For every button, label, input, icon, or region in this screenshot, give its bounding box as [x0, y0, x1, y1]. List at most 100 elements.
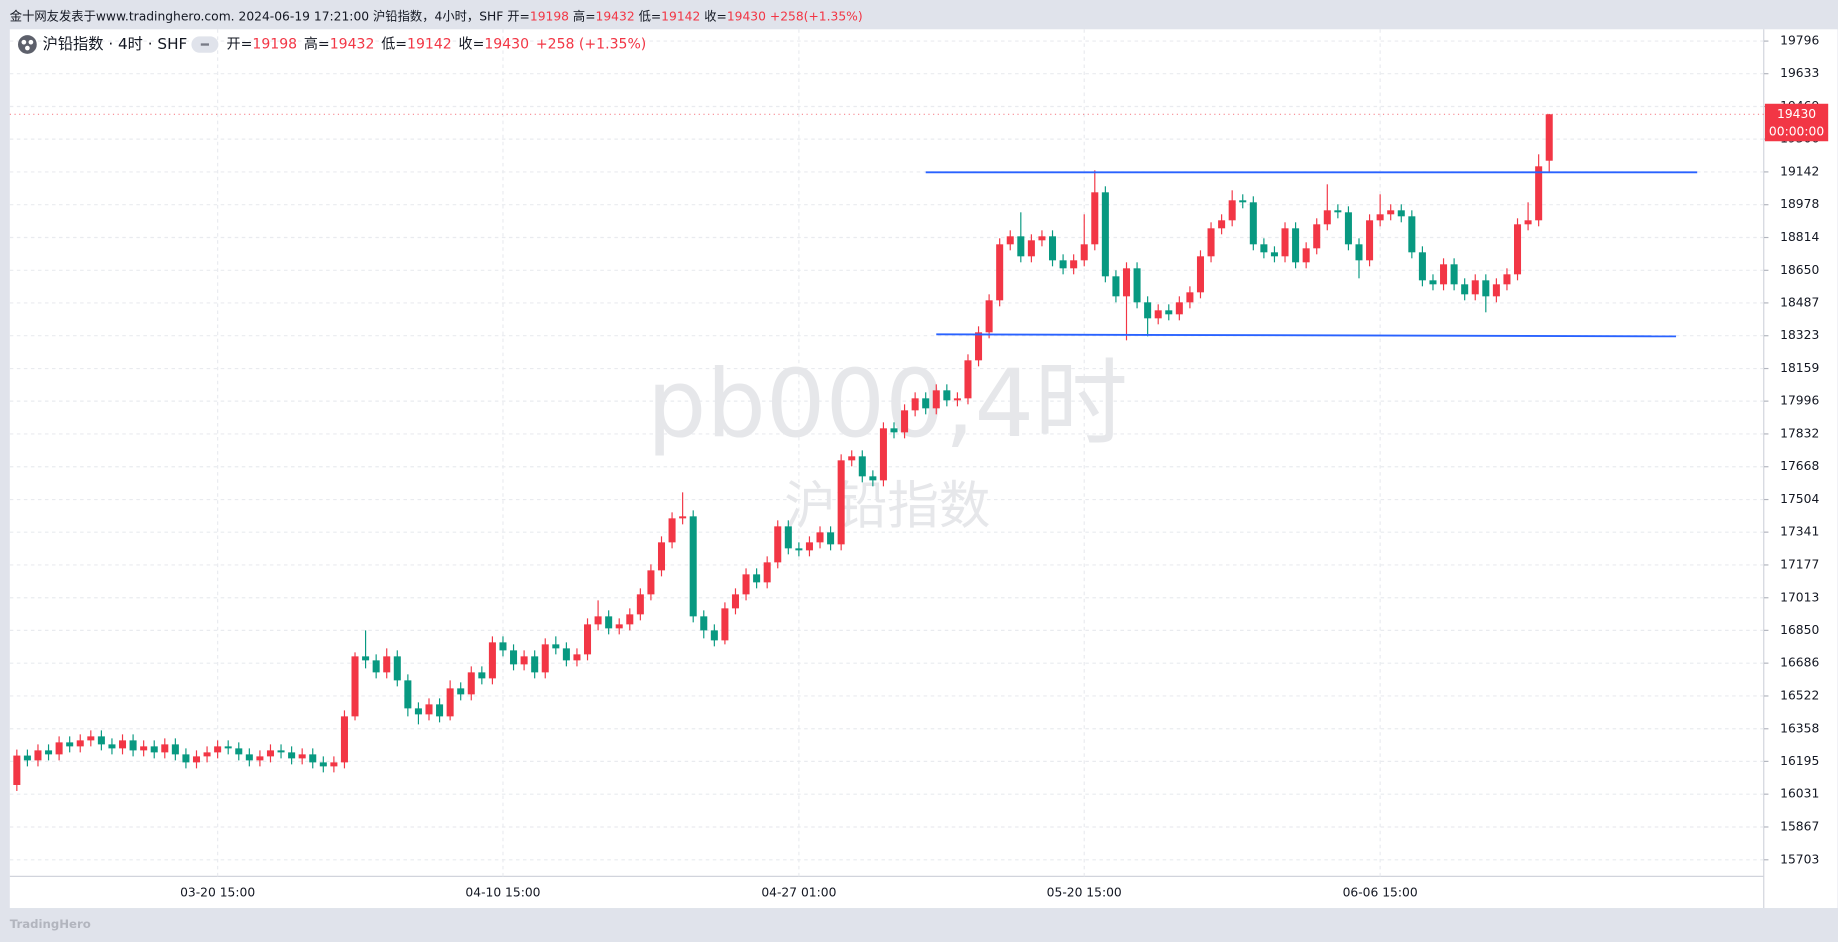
candle-body — [467, 672, 475, 695]
header-high: 19432 — [596, 9, 635, 23]
x-tick-label: 05-20 15:00 — [1047, 885, 1122, 899]
candle-body — [657, 542, 666, 571]
candle-body — [1429, 280, 1437, 285]
candle-body — [1535, 166, 1543, 221]
candle-body — [13, 755, 21, 785]
candle-body — [140, 746, 148, 751]
candle-body — [129, 740, 137, 751]
candle-body — [1440, 264, 1448, 285]
candle-body — [1165, 310, 1173, 315]
candle-body — [879, 428, 887, 481]
candle-body — [911, 398, 919, 411]
header-source: 金十网友发表于www.tradinghero.com. 2024-06-19 1… — [10, 8, 504, 23]
candle-body — [996, 244, 1004, 301]
candle-body — [573, 654, 581, 661]
legend-open: 19198 — [252, 37, 297, 53]
candle-body — [309, 754, 317, 763]
candle-body — [763, 562, 771, 583]
y-tick-label: 17668 — [1780, 459, 1819, 473]
y-tick-label: 19142 — [1780, 164, 1819, 178]
candle-body — [330, 762, 338, 767]
y-tick-label: 18159 — [1780, 361, 1819, 375]
y-tick-label: 19633 — [1780, 66, 1819, 80]
candle-body — [1091, 192, 1099, 245]
candle-body — [1070, 260, 1078, 269]
candle-body — [1059, 260, 1067, 269]
candle-body — [1144, 302, 1152, 319]
footer-brand: TradingHero — [10, 917, 91, 931]
candle-body — [319, 762, 327, 767]
candle-body — [795, 548, 803, 551]
candle-body — [668, 518, 676, 543]
candle-body — [182, 754, 190, 763]
candle-body — [1027, 240, 1035, 257]
candle-body — [1249, 202, 1257, 245]
candle-body — [1122, 268, 1131, 297]
candle-body — [1038, 236, 1046, 241]
candle-body — [256, 756, 264, 761]
candle-body — [1461, 284, 1469, 295]
candle-body — [150, 746, 158, 753]
candle-body — [510, 650, 518, 665]
candle-body — [1186, 292, 1194, 303]
y-tick-label: 19796 — [1780, 34, 1819, 48]
candle-body — [1228, 200, 1236, 221]
y-tick-label: 16031 — [1780, 787, 1819, 801]
candle-body — [700, 616, 708, 631]
candle-body — [1101, 192, 1109, 277]
y-tick-label: 18978 — [1780, 197, 1819, 211]
candle-body — [1080, 244, 1088, 261]
candle-body — [541, 644, 549, 673]
candle-body — [1545, 114, 1553, 161]
candle-body — [1482, 280, 1490, 297]
candle-body — [1344, 212, 1352, 245]
trend-line — [936, 333, 1677, 338]
candle-body — [393, 656, 401, 681]
candle-body — [1270, 252, 1278, 257]
candle-body — [827, 532, 835, 545]
candle-body — [372, 660, 380, 673]
candle-body — [87, 736, 95, 741]
candle-body — [499, 642, 507, 651]
candle-body — [531, 656, 539, 673]
y-tick-label: 17177 — [1780, 557, 1819, 571]
candle-body — [805, 542, 813, 551]
candle-body — [869, 476, 877, 481]
y-tick-label: 16850 — [1780, 623, 1819, 637]
last-price-box — [1764, 103, 1829, 142]
candle-body — [1239, 200, 1247, 203]
candle-body — [1196, 256, 1204, 293]
header: 金十网友发表于www.tradinghero.com. 2024-06-19 1… — [10, 8, 863, 23]
candle-body — [1112, 276, 1120, 297]
candle-body — [605, 616, 613, 629]
candle-body — [1323, 210, 1331, 225]
candle-body — [784, 526, 792, 549]
candle-body — [436, 704, 444, 717]
grid — [9, 29, 1764, 877]
candle-body — [1218, 220, 1226, 229]
candle-body — [975, 332, 983, 361]
candle-body — [425, 704, 433, 715]
legend-label: 收= — [459, 37, 485, 53]
symbol-icon-dot — [21, 39, 27, 45]
candle-body — [340, 716, 348, 763]
candle-body — [1175, 302, 1183, 315]
candle-body — [679, 516, 687, 519]
candle-body — [721, 608, 729, 641]
candle-body — [1503, 274, 1511, 285]
candle-body — [66, 742, 74, 747]
symbol-icon — [18, 35, 37, 54]
candle-body — [55, 742, 63, 755]
y-tick-label: 16522 — [1780, 688, 1819, 702]
candle-body — [1355, 244, 1363, 261]
candle-body — [97, 736, 105, 745]
candle-body — [45, 750, 53, 755]
candle-body — [647, 570, 655, 595]
candle-body — [192, 756, 201, 763]
candle-body — [1017, 236, 1025, 257]
y-tick-label: 17341 — [1780, 525, 1819, 539]
candle-body — [964, 360, 972, 399]
candle-body — [404, 680, 412, 709]
candle-body — [1281, 228, 1289, 257]
x-tick-label: 04-10 15:00 — [465, 885, 540, 899]
